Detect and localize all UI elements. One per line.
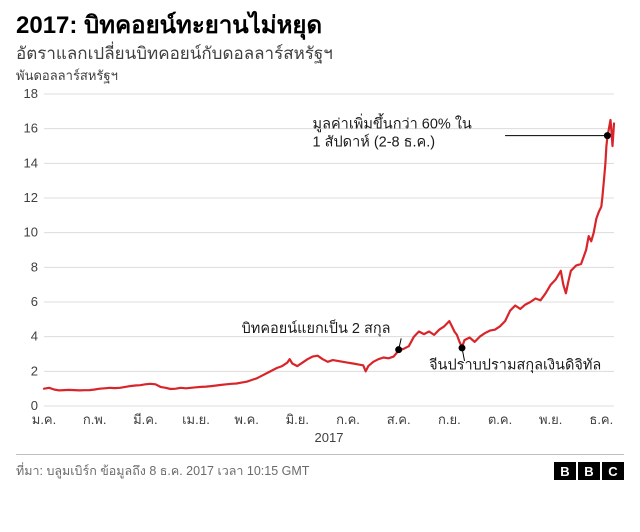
bbc-logo-b1: B [554,462,576,480]
x-axis-title: 2017 [315,430,344,445]
y-tick-label: 16 [24,121,38,136]
y-tick-label: 8 [31,259,38,274]
plot-svg: 0 2 4 6 8 10 12 14 16 18 ม.ค. ก.พ. มี.ค. เม.ย. พ.ค. มิ.… [16,86,624,446]
price-line [44,120,614,390]
annotation-dot [604,132,611,139]
x-tick-label: มิ.ย. [286,412,309,427]
x-tick-label: ก.พ. [83,412,107,427]
y-tick-label: 0 [31,398,38,413]
y-tick-label: 6 [31,294,38,309]
x-tick-label: เม.ย. [182,412,210,427]
bbc-logo-b2: B [578,462,600,480]
annotation-dot [395,346,402,353]
bbc-logo-c: C [602,462,624,480]
y-tick-label: 14 [24,155,38,170]
chart-title: 2017: บิทคอยน์ทะยานไม่หยุด [16,12,624,41]
x-axis: ม.ค. ก.พ. มี.ค. เม.ย. พ.ค. มิ.ย. ก.ค. ส.ค. ก.ย. ต… [32,412,614,427]
y-tick-label: 4 [31,329,38,344]
annotation-text: จีนปราบปรามสกุลเงินดิจิทัล [429,357,601,374]
x-tick-label: ต.ค. [488,412,512,427]
source-text: ที่มา: บลูมเบิร์ก ข้อมูลถึง 8 ธ.ค. 2017 … [16,461,309,481]
annotation-dot [459,344,466,351]
x-tick-label: ธ.ค. [589,412,613,427]
annotation-text: มูลค่าเพิ่มขึ้นกว่า 60% ใน1 สัปดาห์ (2-8… [313,113,472,151]
y-unit-label: พันดอลลาร์สหรัฐฯ [16,65,624,86]
x-tick-label: มี.ค. [133,412,158,427]
y-axis: 0 2 4 6 8 10 12 14 16 18 [24,86,38,413]
annotation-fork: บิทคอยน์แยกเป็น 2 สกุล [242,318,403,353]
x-tick-label: พ.ย. [539,412,562,427]
chart-container: 2017: บิทคอยน์ทะยานไม่หยุด อัตราแลกเปลี่… [0,0,640,532]
annotation-surge: มูลค่าเพิ่มขึ้นกว่า 60% ใน1 สัปดาห์ (2-8… [313,113,611,151]
annotation-text: บิทคอยน์แยกเป็น 2 สกุล [242,318,391,337]
bbc-logo: B B C [554,462,624,480]
x-tick-label: พ.ค. [234,412,259,427]
y-tick-label: 10 [24,225,38,240]
x-tick-label: ม.ค. [32,412,57,427]
chart-footer: ที่มา: บลูมเบิร์ก ข้อมูลถึง 8 ธ.ค. 2017 … [16,454,624,481]
plot-area: 0 2 4 6 8 10 12 14 16 18 ม.ค. ก.พ. มี.ค. เม.ย. พ.ค. มิ.… [16,86,624,446]
y-tick-label: 12 [24,190,38,205]
x-tick-label: ก.ย. [438,412,461,427]
chart-subtitle: อัตราแลกเปลี่ยนบิทคอยน์กับดอลลาร์สหรัฐฯ [16,43,624,64]
y-tick-label: 18 [24,86,38,101]
annotation-china: จีนปราบปรามสกุลเงินดิจิทัล [429,344,601,373]
y-tick-label: 2 [31,363,38,378]
x-tick-label: ส.ค. [387,412,411,427]
x-tick-label: ก.ค. [336,412,360,427]
